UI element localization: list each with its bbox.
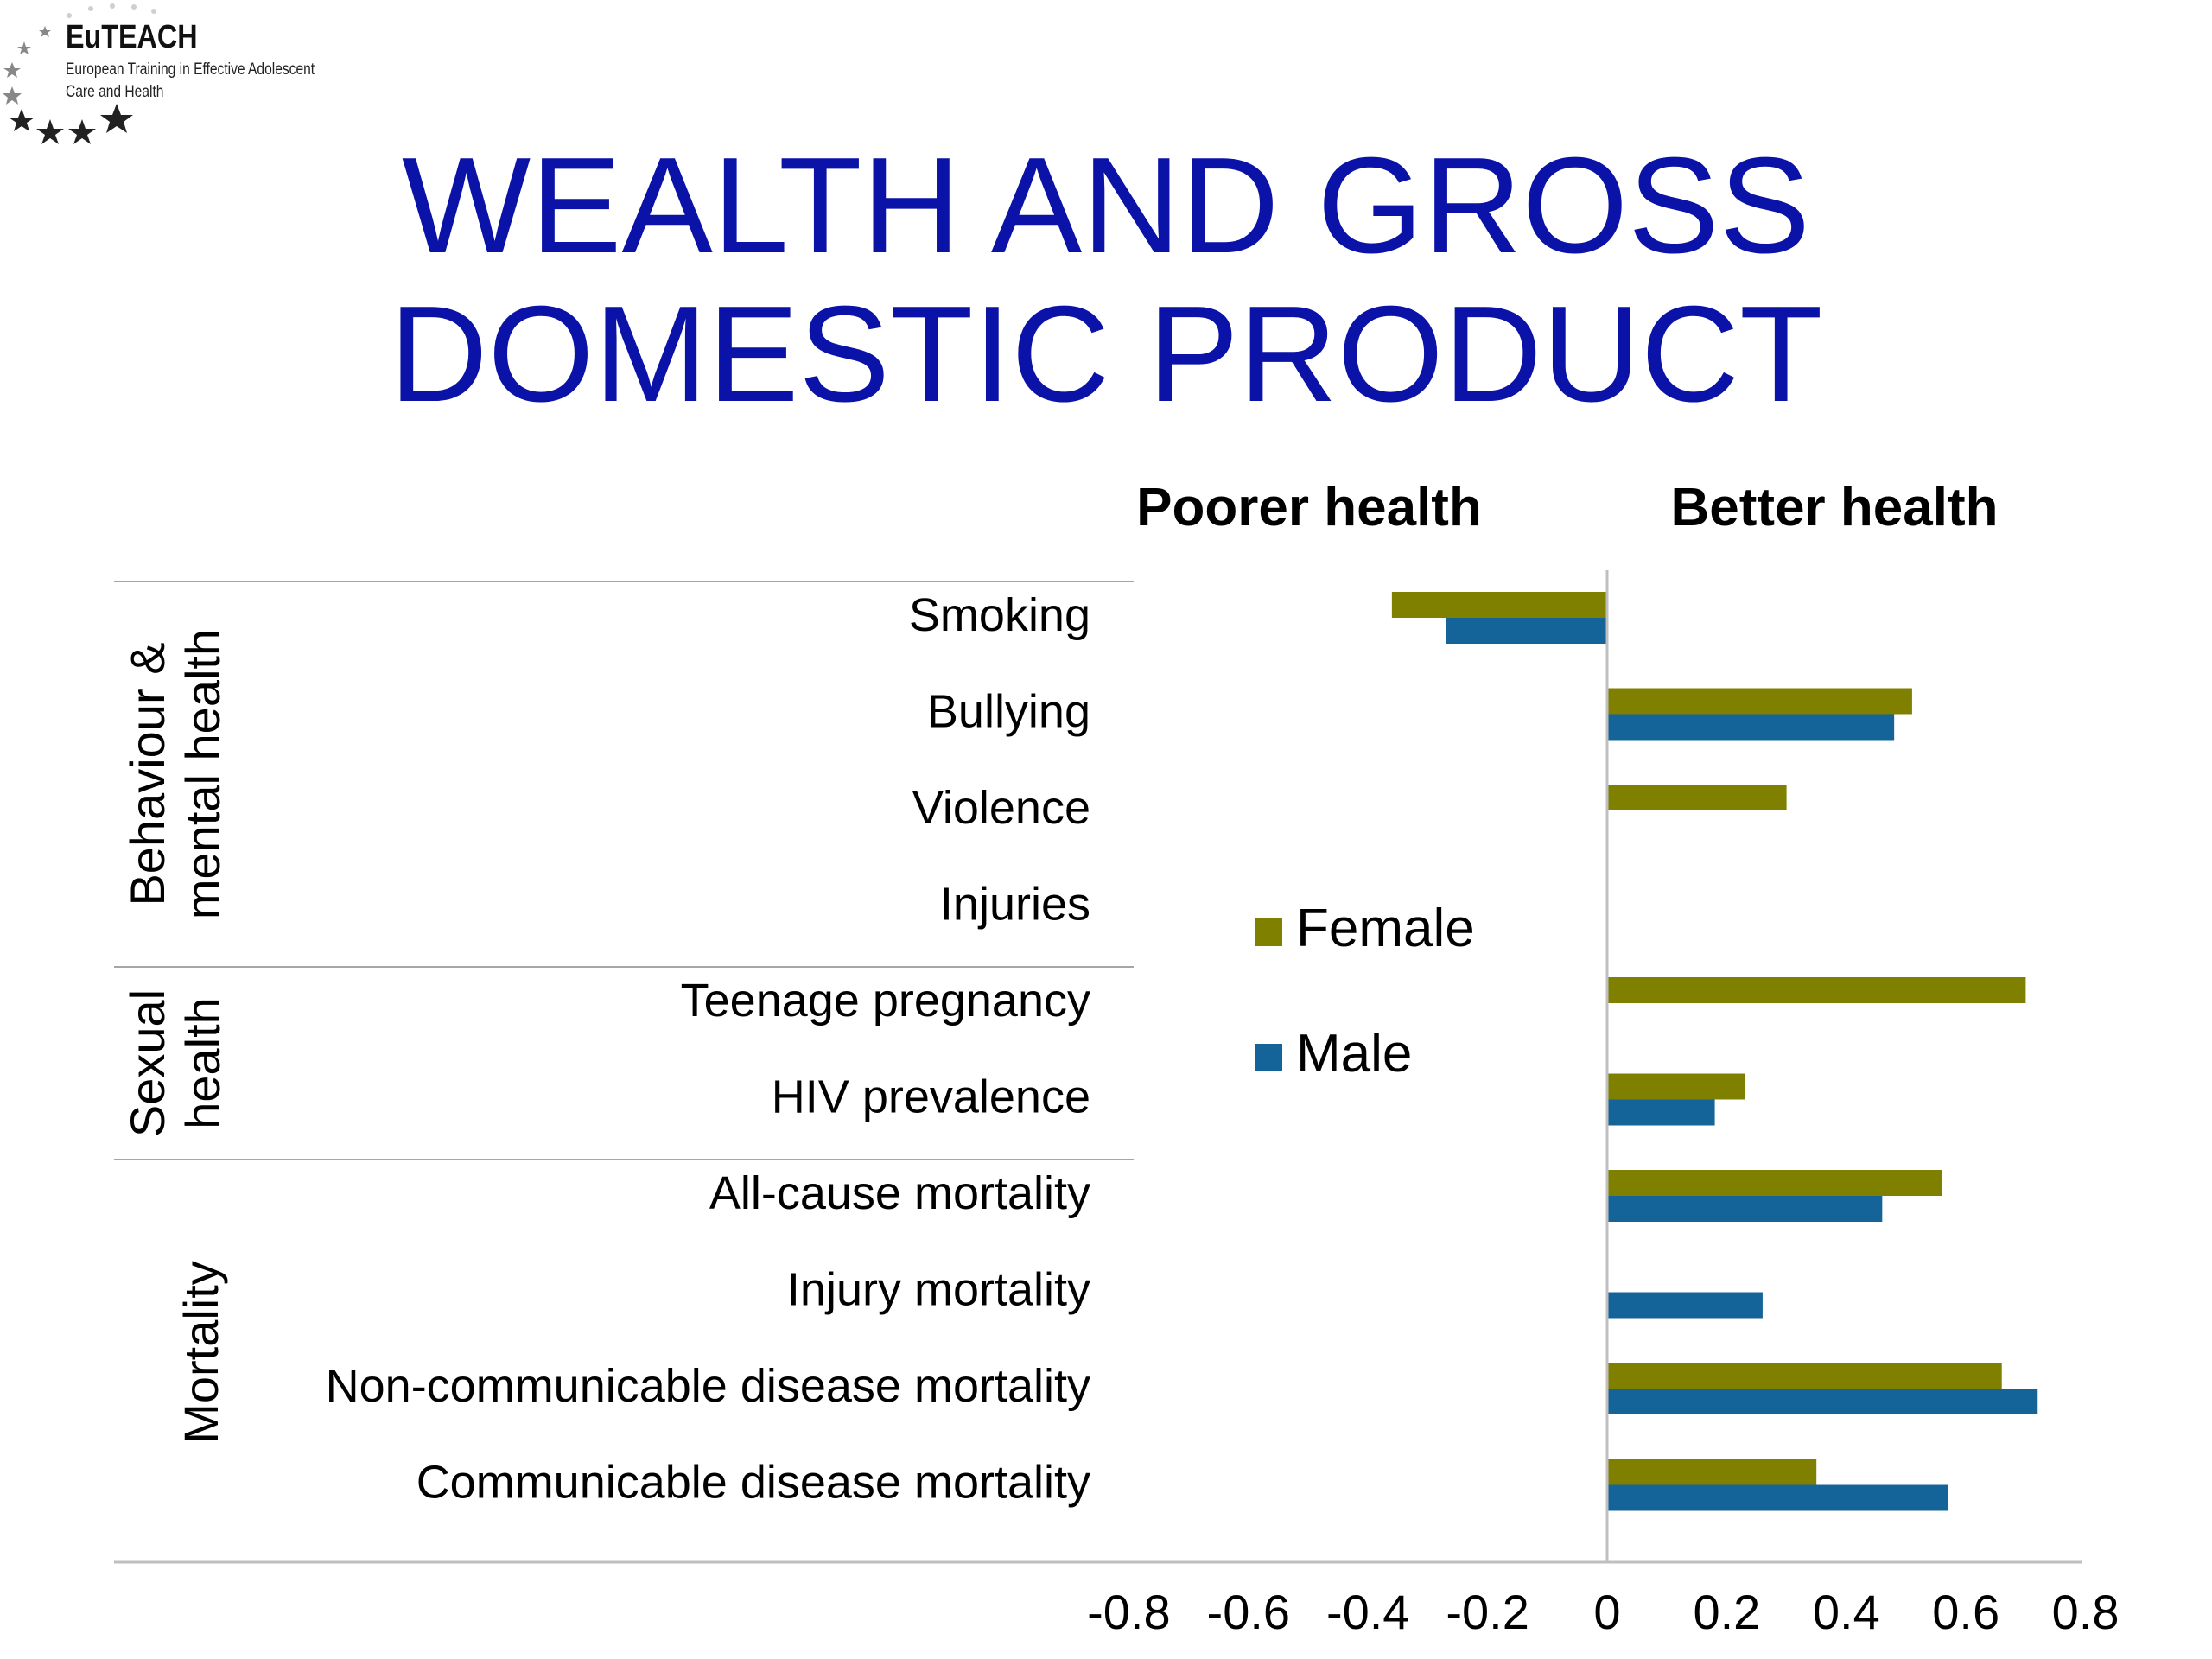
bar-male bbox=[1607, 1389, 2038, 1414]
bar-female bbox=[1607, 1459, 1817, 1485]
x-tick-label: -0.2 bbox=[1446, 1585, 1529, 1639]
group-label: health bbox=[175, 997, 230, 1129]
category-label: Injuries bbox=[940, 879, 1090, 931]
category-label: HIV prevalence bbox=[772, 1071, 1090, 1123]
bar-male bbox=[1607, 714, 1895, 741]
direction-label-better: Better health bbox=[1671, 478, 1999, 537]
star-ring-icon bbox=[3, 3, 156, 144]
direction-label-poorer: Poorer health bbox=[1136, 478, 1482, 537]
bar-female bbox=[1607, 1363, 2002, 1389]
x-tick-label: 0.4 bbox=[1813, 1585, 1880, 1639]
x-tick-label: -0.8 bbox=[1087, 1585, 1171, 1639]
category-label: Smoking bbox=[909, 589, 1090, 641]
slide-title-line2: DOMESTIC PRODUCT bbox=[389, 278, 1823, 430]
bar-female bbox=[1607, 977, 2026, 1003]
bar-female bbox=[1607, 1170, 1942, 1196]
category-label: Injury mortality bbox=[787, 1264, 1090, 1316]
logo-name: EuTEACH bbox=[66, 19, 198, 55]
bar-female bbox=[1391, 592, 1607, 618]
bar-female bbox=[1607, 1073, 1745, 1100]
group-label: Mortality bbox=[174, 1261, 228, 1444]
category-label: Communicable disease mortality bbox=[416, 1457, 1090, 1509]
legend-label-female: Female bbox=[1296, 899, 1475, 958]
logo-subtitle-line2: Care and Health bbox=[66, 83, 164, 101]
legend-swatch-female bbox=[1255, 918, 1282, 946]
category-label: Violence bbox=[912, 782, 1090, 834]
star-icon bbox=[100, 104, 133, 133]
euteach-logo: EuTEACH European Training in Effective A… bbox=[0, 0, 346, 156]
category-label: Non-communicable disease mortality bbox=[326, 1360, 1090, 1412]
star-icon bbox=[36, 119, 64, 144]
group-label: mental health bbox=[175, 629, 230, 919]
x-tick-label: 0 bbox=[1593, 1585, 1620, 1639]
star-icon bbox=[9, 109, 35, 131]
star-icon bbox=[3, 62, 21, 78]
category-label: Bullying bbox=[927, 686, 1090, 738]
slide-title-line1: WEALTH AND GROSS bbox=[402, 130, 1810, 282]
star-icon bbox=[68, 119, 96, 144]
bar-male bbox=[1607, 1196, 1883, 1222]
bar-male bbox=[1446, 618, 1607, 644]
category-label: All-cause mortality bbox=[709, 1167, 1090, 1219]
x-tick-label: -0.4 bbox=[1326, 1585, 1410, 1639]
legend-swatch-male bbox=[1255, 1044, 1282, 1071]
star-icon bbox=[3, 86, 22, 105]
bar-male bbox=[1607, 1484, 1948, 1511]
bar-male bbox=[1607, 1099, 1715, 1126]
bar-female bbox=[1607, 688, 1912, 715]
bar-male bbox=[1607, 1292, 1763, 1319]
group-label: Behaviour & bbox=[120, 642, 175, 906]
group-label: Sexual bbox=[120, 989, 175, 1137]
star-icon bbox=[17, 41, 31, 54]
x-tick-label: 0.6 bbox=[1932, 1585, 1999, 1639]
logo-subtitle-line1: European Training in Effective Adolescen… bbox=[66, 60, 315, 79]
star-icon bbox=[39, 26, 51, 37]
category-label: Teenage pregnancy bbox=[681, 975, 1090, 1027]
bar-female bbox=[1607, 785, 1787, 810]
x-tick-label: -0.6 bbox=[1207, 1585, 1291, 1639]
x-tick-label: 0.2 bbox=[1693, 1585, 1760, 1639]
x-tick-label: 0.8 bbox=[2052, 1585, 2120, 1639]
legend-label-male: Male bbox=[1296, 1024, 1412, 1084]
